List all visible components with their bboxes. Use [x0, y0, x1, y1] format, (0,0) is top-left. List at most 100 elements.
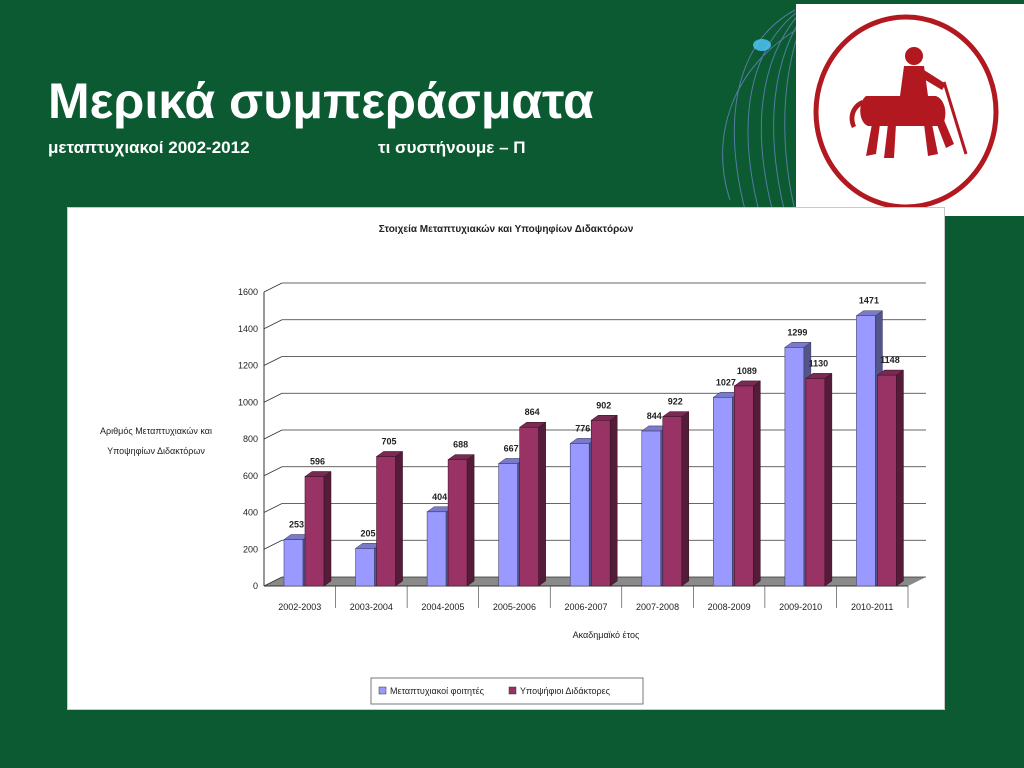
bar-side: [609, 414, 618, 587]
data-label: 596: [310, 456, 325, 466]
y-tick-label: 200: [243, 544, 258, 554]
data-label: 902: [596, 400, 611, 410]
bar-side: [753, 380, 761, 587]
bar-postgraduate: [283, 539, 304, 587]
bar-side: [395, 450, 403, 587]
chart-legend: Μεταπτυχιακοί φοιτητές Υποψήφιοι Διδάκτο…: [370, 677, 644, 705]
gridline: [263, 392, 283, 403]
bar-side: [538, 421, 546, 587]
centaur-icon: [813, 14, 999, 210]
legend-swatch-postgraduate: [378, 686, 387, 695]
bar-phd: [447, 459, 468, 587]
data-label: 844: [647, 411, 662, 421]
bar-top: [447, 454, 475, 460]
gridline: [263, 503, 283, 513]
gridline: [263, 356, 283, 366]
decorative-swirl-graphic: [722, 9, 801, 231]
bar-side: [466, 454, 475, 587]
bar-postgraduate: [569, 443, 590, 587]
bar-phd: [590, 419, 611, 587]
y-axis-label-line-1: Αριθμός Μεταπτυχιακών και: [100, 426, 212, 436]
gridline: [263, 319, 283, 330]
gridline: [263, 576, 283, 587]
bar-phd: [734, 385, 754, 587]
bar-postgraduate: [713, 396, 733, 587]
x-tick-label: 2009-2010: [779, 602, 822, 612]
bar-postgraduate: [498, 463, 518, 587]
bar-top: [375, 451, 404, 457]
bar-phd: [805, 378, 826, 587]
bar-side: [824, 372, 833, 587]
legend-label-postgraduate: Μεταπτυχιακοί φοιτητές: [390, 686, 485, 696]
bar-side: [681, 411, 690, 587]
bar-top: [518, 421, 547, 428]
y-tick-label: 800: [243, 434, 258, 444]
bar-top: [805, 373, 833, 379]
university-logo: [796, 4, 1024, 216]
legend-box: [370, 677, 644, 705]
x-tick-label: 2008-2009: [708, 602, 751, 612]
bar-phd: [376, 456, 396, 587]
x-tick-label: 2004-2005: [421, 602, 464, 612]
bar-phd: [877, 374, 897, 587]
bar-top: [855, 310, 884, 316]
bar-postgraduate: [426, 511, 447, 587]
bar-phd: [304, 476, 325, 587]
bar-top: [733, 380, 762, 387]
y-tick-label: 1600: [238, 287, 258, 297]
x-tick-label: 2002-2003: [278, 602, 321, 612]
bar-postgraduate: [355, 548, 375, 587]
data-label: 1130: [809, 358, 829, 368]
bar-phd: [662, 416, 683, 587]
gridline: [263, 466, 283, 477]
y-tick-label: 600: [243, 471, 258, 481]
data-label: 205: [361, 528, 376, 538]
gridline: [263, 429, 283, 440]
y-tick-label: 1400: [238, 324, 258, 334]
data-label: 667: [504, 443, 519, 453]
data-label: 1089: [737, 366, 757, 376]
data-label: 253: [289, 520, 304, 530]
x-tick-label: 2010-2011: [851, 602, 893, 612]
y-tick-label: 1200: [238, 361, 258, 371]
bar-postgraduate: [856, 315, 876, 587]
slide-subtitle-right: τι συστήνουμε – Π: [378, 138, 526, 157]
x-tick-label: 2007-2008: [636, 602, 679, 612]
bar-chart: Στοιχεία Μεταπτυχιακών και Υποψηφίων Διδ…: [100, 224, 926, 705]
x-tick-label: 2005-2006: [493, 602, 536, 612]
data-label: 1471: [859, 296, 879, 306]
bar-side: [323, 470, 332, 587]
data-label: 1299: [787, 327, 807, 337]
bar-postgraduate: [641, 430, 662, 587]
legend-swatch-phd: [508, 686, 517, 695]
bar-top: [304, 471, 332, 477]
gridline: [263, 539, 283, 550]
bar-side: [896, 369, 904, 587]
data-label: 688: [453, 440, 468, 450]
y-tick-label: 0: [253, 581, 258, 591]
x-tick-label: 2006-2007: [564, 602, 607, 612]
x-axis-label: Ακαδημαϊκό έτος: [573, 630, 640, 640]
bar-postgraduate: [784, 347, 805, 587]
bar-top: [784, 342, 812, 348]
data-label: 1027: [716, 377, 736, 387]
data-label: 1148: [880, 355, 900, 365]
gridline: [263, 282, 283, 293]
data-label: 404: [432, 492, 447, 502]
y-axis-label-line-2: Υποψηφίων Διδακτόρων: [107, 446, 205, 456]
slide-title: Μερικά συμπεράσματα: [48, 73, 594, 129]
x-tick-label: 2003-2004: [350, 602, 393, 612]
bar-top: [590, 415, 619, 421]
legend-label-phd: Υποψήφιοι Διδάκτορες: [520, 686, 611, 696]
bar-top: [876, 369, 905, 376]
data-label: 705: [382, 436, 397, 446]
bar-phd: [519, 426, 539, 587]
data-label: 776: [575, 423, 590, 433]
chart-title: Στοιχεία Μεταπτυχιακών και Υποψηφίων Διδ…: [379, 224, 634, 235]
y-tick-label: 1000: [238, 397, 258, 407]
chart-container: Στοιχεία Μεταπτυχιακών και Υποψηφίων Διδ…: [67, 207, 945, 710]
data-label: 864: [525, 407, 540, 417]
bar-top: [661, 411, 690, 417]
data-label: 922: [668, 397, 683, 407]
slide-subtitle-left: μεταπτυχιακοί 2002-2012: [48, 138, 250, 157]
